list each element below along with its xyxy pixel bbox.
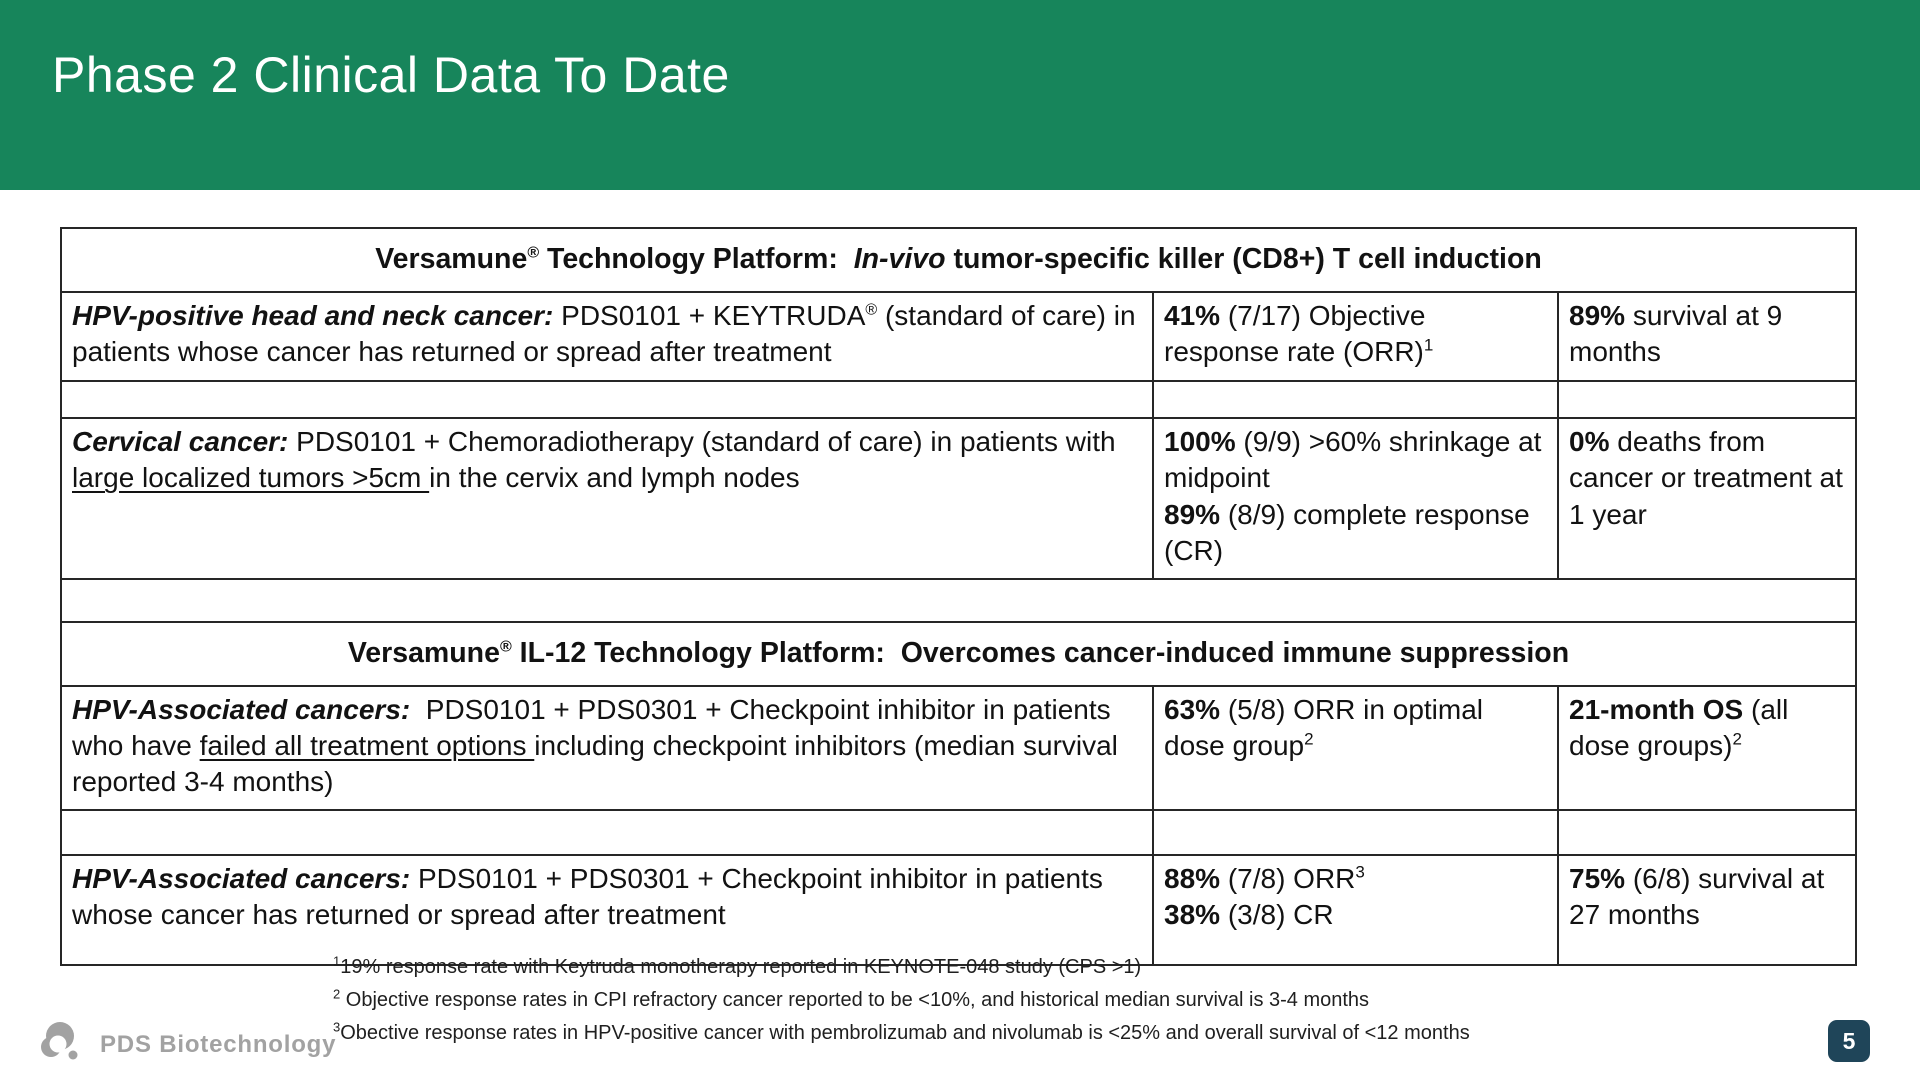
spacer-row bbox=[60, 808, 1857, 856]
footnote-text: 19% response rate with Keytruda monother… bbox=[340, 956, 1142, 978]
survival-value: 75% bbox=[1569, 862, 1626, 894]
company-logo-text: PDS Biotechnology bbox=[100, 1031, 337, 1058]
response-line: 89% (8/9) complete response (CR) bbox=[1164, 497, 1545, 570]
indication-text: PDS0101 + PDS0301 + Checkpoint inhibitor… bbox=[72, 862, 1103, 931]
registered-mark-icon: ® bbox=[865, 301, 878, 319]
registered-mark-icon: ® bbox=[527, 244, 540, 262]
footnote-ref: 2 bbox=[1304, 729, 1314, 749]
clinical-data-table: Versamune® Technology Platform: In-vivo … bbox=[60, 227, 1857, 966]
cell-response: 63% (5/8) ORR in optimal dose group2 bbox=[1152, 684, 1559, 811]
indication-lead: HPV-Associated cancers: bbox=[72, 862, 411, 894]
response-value: 63% bbox=[1164, 693, 1221, 725]
spacer-cell bbox=[1152, 380, 1559, 419]
cell-survival: 0% deaths from cancer or treatment at 1 … bbox=[1557, 417, 1857, 580]
indication-lead: HPV-Associated cancers: bbox=[72, 693, 411, 725]
section-header-text: Technology Platform: bbox=[539, 243, 854, 276]
response-line: 100% (9/9) >60% shrinkage at midpoint bbox=[1164, 424, 1545, 497]
footnote-ref: 2 bbox=[1732, 729, 1742, 749]
spacer-cell bbox=[60, 577, 1857, 623]
indication-lead: HPV-positive head and neck cancer: bbox=[72, 300, 554, 331]
cell-indication: Cervical cancer: PDS0101 + Chemoradiothe… bbox=[60, 417, 1154, 580]
cell-survival: 89% survival at 9 months bbox=[1557, 291, 1857, 382]
indication-underlined-text: large localized tumors >5cm bbox=[72, 462, 430, 494]
brand-name: Versamune bbox=[375, 243, 528, 276]
survival-text: survival at 9 months bbox=[1569, 300, 1783, 368]
footnote-1: 119% response rate with Keytruda monothe… bbox=[333, 954, 1470, 978]
section-header-versamune-cell: Versamune® Technology Platform: In-vivo … bbox=[60, 227, 1857, 293]
cell-response: 88% (7/8) ORR3 38% (3/8) CR bbox=[1152, 853, 1559, 966]
survival-text: (6/8) survival at 27 months bbox=[1569, 862, 1825, 931]
brand-name: Versamune bbox=[347, 637, 500, 670]
spacer-cell bbox=[1152, 808, 1559, 856]
response-text: (9/9) >60% shrinkage at midpoint bbox=[1164, 426, 1542, 494]
cell-survival: 75% (6/8) survival at 27 months bbox=[1557, 853, 1857, 966]
survival-value: 21-month OS bbox=[1569, 693, 1744, 725]
footnote-ref: 3 bbox=[1355, 862, 1365, 882]
response-line: 38% (3/8) CR bbox=[1164, 897, 1545, 933]
indication-lead: Cervical cancer: bbox=[72, 426, 289, 457]
table-row-hpv-recurrent: HPV-Associated cancers: PDS0101 + PDS030… bbox=[60, 853, 1857, 966]
section-header-versamune-il12: Versamune® IL-12 Technology Platform: Ov… bbox=[60, 620, 1857, 687]
footnote-number: 2 bbox=[333, 986, 341, 1002]
indication-text: PDS0101 + Chemoradiotherapy (standard of… bbox=[288, 426, 1116, 457]
spacer-row bbox=[60, 380, 1857, 419]
indication-text: including checkpoint inhibitors (median … bbox=[72, 729, 1118, 798]
footnote-text: Objective response rates in CPI refracto… bbox=[340, 989, 1370, 1011]
page-number-badge: 5 bbox=[1828, 1020, 1870, 1062]
footnote-2: 2 Objective response rates in CPI refrac… bbox=[333, 987, 1470, 1011]
indication-text: PDS0101 + PDS0301 + Checkpoint inhibitor… bbox=[72, 693, 1111, 761]
response-value: 41% bbox=[1164, 300, 1221, 331]
spacer-cell bbox=[60, 808, 1154, 856]
section-header-versamune: Versamune® Technology Platform: In-vivo … bbox=[60, 227, 1857, 293]
response-value: 100% bbox=[1164, 426, 1236, 457]
footnote-number: 1 bbox=[333, 953, 341, 969]
cell-indication: HPV-Associated cancers: PDS0101 + PDS030… bbox=[60, 684, 1154, 811]
cell-indication: HPV-Associated cancers: PDS0101 + PDS030… bbox=[60, 853, 1154, 966]
response-line: 88% (7/8) ORR3 bbox=[1164, 861, 1545, 897]
indication-text: PDS0101 + KEYTRUDA bbox=[553, 300, 866, 331]
section-header-text: IL-12 Technology Platform: Overcomes can… bbox=[511, 637, 1570, 670]
footnote-text: Obective response rates in HPV-positive … bbox=[340, 1022, 1470, 1044]
registered-mark-icon: ® bbox=[499, 638, 512, 656]
footnote-ref: 1 bbox=[1423, 336, 1434, 356]
title-band: Phase 2 Clinical Data To Date bbox=[0, 0, 1920, 190]
response-value: 88% bbox=[1164, 862, 1221, 894]
pds-logo-icon bbox=[41, 1022, 78, 1060]
spacer-cell bbox=[1557, 380, 1857, 419]
slide-title: Phase 2 Clinical Data To Date bbox=[52, 47, 730, 103]
response-text: (8/9) complete response (CR) bbox=[1164, 498, 1530, 567]
section-header-text: tumor-specific killer (CD8+) T cell indu… bbox=[945, 243, 1542, 276]
spacer-cell bbox=[1557, 808, 1857, 856]
survival-text: (all dose groups) bbox=[1569, 693, 1789, 761]
indication-text: (standard of care) in patients whose can… bbox=[72, 300, 1136, 368]
response-value: 89% bbox=[1164, 498, 1221, 530]
survival-value: 0% bbox=[1569, 426, 1610, 457]
response-value: 38% bbox=[1164, 899, 1221, 931]
company-logo: PDS Biotechnology bbox=[36, 1020, 336, 1070]
section-header-emphasis: In-vivo bbox=[853, 243, 946, 276]
table-row-hn-cancer: HPV-positive head and neck cancer: PDS01… bbox=[60, 291, 1857, 382]
response-text: (3/8) CR bbox=[1220, 899, 1334, 931]
survival-value: 89% bbox=[1569, 300, 1626, 331]
response-text: (7/8) ORR bbox=[1220, 862, 1356, 894]
response-text: (7/17) Objective response rate (ORR) bbox=[1164, 300, 1426, 368]
indication-underlined-text: failed all treatment options bbox=[199, 729, 535, 761]
footnotes: 119% response rate with Keytruda monothe… bbox=[333, 954, 1470, 1056]
cell-response: 100% (9/9) >60% shrinkage at midpoint 89… bbox=[1152, 417, 1559, 580]
spacer-row-merged bbox=[60, 577, 1857, 623]
footnote-number: 3 bbox=[333, 1019, 341, 1035]
indication-text: in the cervix and lymph nodes bbox=[429, 462, 800, 494]
survival-text: deaths from cancer or treatment at 1 yea… bbox=[1569, 426, 1843, 530]
cell-response: 41% (7/17) Objective response rate (ORR)… bbox=[1152, 291, 1559, 382]
cell-indication: HPV-positive head and neck cancer: PDS01… bbox=[60, 291, 1154, 382]
cell-survival: 21-month OS (all dose groups)2 bbox=[1557, 684, 1857, 811]
spacer-cell bbox=[60, 380, 1154, 419]
response-text: (5/8) ORR in optimal dose group bbox=[1164, 693, 1484, 761]
section-header-il12-cell: Versamune® IL-12 Technology Platform: Ov… bbox=[60, 620, 1857, 687]
table-row-hpv-refractory: HPV-Associated cancers: PDS0101 + PDS030… bbox=[60, 684, 1857, 811]
table-row-cervical-cancer: Cervical cancer: PDS0101 + Chemoradiothe… bbox=[60, 417, 1857, 580]
footnote-3: 3Obective response rates in HPV-positive… bbox=[333, 1020, 1470, 1044]
